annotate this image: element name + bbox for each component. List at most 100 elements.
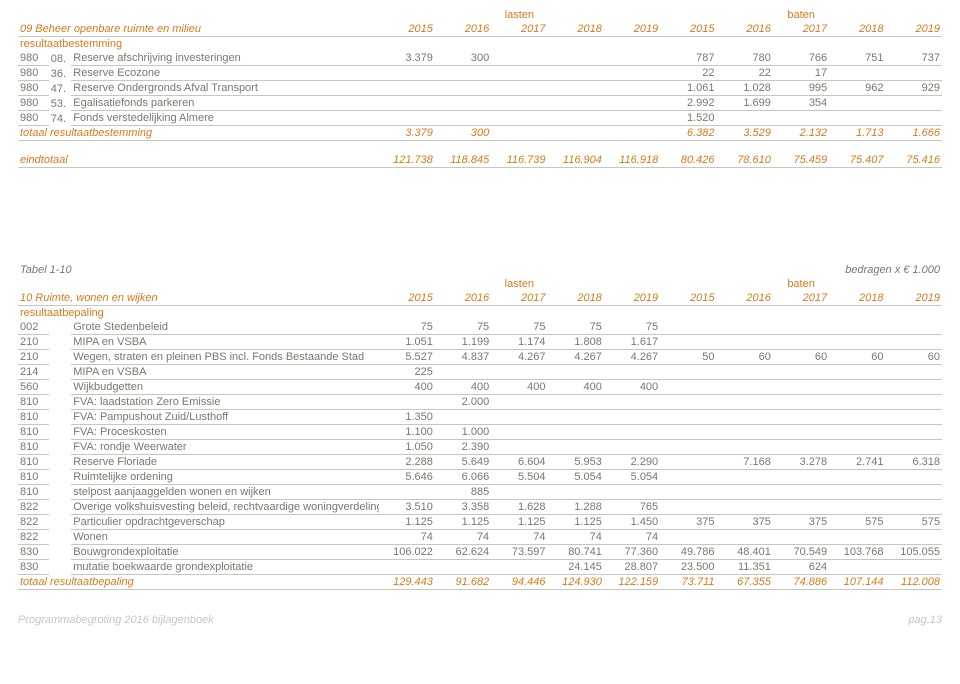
row-value: 60 <box>717 350 773 365</box>
top-title: 09 Beheer openbare ruimte en milieu <box>18 22 379 37</box>
row-value <box>491 440 547 455</box>
row-value: 75 <box>435 320 491 335</box>
row-value: 787 <box>660 51 716 66</box>
row-value <box>773 470 829 485</box>
row-value: 6.066 <box>435 470 491 485</box>
row-value: 4.837 <box>435 350 491 365</box>
row-value: 995 <box>773 81 829 96</box>
row-label: Reserve Ondergronds Afval Transport <box>71 81 378 96</box>
row-value <box>885 365 942 380</box>
row-value: 11.351 <box>717 560 773 575</box>
row-value <box>604 111 660 126</box>
row-value: 1.050 <box>379 440 435 455</box>
row-value <box>604 440 660 455</box>
row-value: 737 <box>886 51 943 66</box>
row-code: 810 <box>18 395 49 410</box>
row-value <box>773 335 829 350</box>
row-value: 751 <box>829 51 885 66</box>
row-value: 73.597 <box>491 545 547 560</box>
table-row: 830mutatie boekwaarde grondexploitatie24… <box>18 560 942 575</box>
row-value <box>435 111 491 126</box>
row-value <box>548 485 604 500</box>
row-value <box>491 51 547 66</box>
header-baten: baten <box>660 8 942 22</box>
row-code: 830 <box>18 560 49 575</box>
page-footer: Programmabegroting 2016 bijlagenboek pag… <box>18 614 942 626</box>
row-value <box>491 81 547 96</box>
row-value: 375 <box>660 515 716 530</box>
row-value <box>491 96 547 111</box>
superheader-row: lasten baten <box>18 8 942 22</box>
row-value: 1.061 <box>660 81 716 96</box>
table-row: 810Reserve Floriade2.2885.6496.6045.9532… <box>18 455 942 470</box>
table-row: 810stelpost aanjaaggelden wonen en wijke… <box>18 485 942 500</box>
row-label: Grote Stedenbeleid <box>71 320 378 335</box>
row-value <box>604 395 660 410</box>
row-value <box>773 380 829 395</box>
row-value: 60 <box>885 350 942 365</box>
row-value: 1.125 <box>548 515 604 530</box>
row-value <box>885 485 942 500</box>
row-value <box>829 560 885 575</box>
row-value: 400 <box>548 380 604 395</box>
row-value: 49.786 <box>660 545 716 560</box>
table-row: 560Wijkbudgetten400400400400400 <box>18 380 942 395</box>
row-value: 780 <box>717 51 773 66</box>
row-value: 1.628 <box>491 500 547 515</box>
top-section: resultaatbestemming <box>18 37 942 52</box>
row-value <box>886 111 943 126</box>
table-top: lasten baten 09 Beheer openbare ruimte e… <box>18 8 942 168</box>
row-value <box>660 335 716 350</box>
row-value: 5.527 <box>379 350 435 365</box>
title-row-top: 09 Beheer openbare ruimte en milieu 2015… <box>18 22 942 37</box>
row-value <box>660 440 716 455</box>
row-code: 214 <box>18 365 49 380</box>
row-code: 210 <box>18 335 49 350</box>
row-label: Particulier opdrachtgeverschap <box>71 515 378 530</box>
bottom-section: resultaatbepaling <box>18 306 942 321</box>
row-value: 6.604 <box>491 455 547 470</box>
table-row: 98047.Reserve Ondergronds Afval Transpor… <box>18 81 942 96</box>
row-value: 624 <box>773 560 829 575</box>
row-value: 7.168 <box>717 455 773 470</box>
eindtotaal-label: eindtotaal <box>18 153 379 168</box>
row-value: 1.125 <box>379 515 435 530</box>
row-value <box>548 96 604 111</box>
row-code: 980 <box>18 51 49 66</box>
row-value <box>717 335 773 350</box>
row-code: 822 <box>18 500 49 515</box>
row-label: stelpost aanjaaggelden wonen en wijken <box>71 485 378 500</box>
row-sub: 53. <box>49 96 72 111</box>
row-value: 5.649 <box>435 455 491 470</box>
row-value <box>491 485 547 500</box>
row-value: 962 <box>829 81 885 96</box>
row-value <box>773 395 829 410</box>
row-value: 106.022 <box>379 545 435 560</box>
row-value: 3.510 <box>379 500 435 515</box>
row-value <box>717 320 773 335</box>
row-value <box>548 365 604 380</box>
row-sub <box>49 425 72 440</box>
table-row: 210Wegen, straten en pleinen PBS incl. F… <box>18 350 942 365</box>
row-value: 1.051 <box>379 335 435 350</box>
row-value <box>548 395 604 410</box>
row-value <box>379 96 435 111</box>
row-value <box>885 335 942 350</box>
row-value <box>660 485 716 500</box>
row-value <box>717 410 773 425</box>
row-value <box>548 425 604 440</box>
row-value <box>379 81 435 96</box>
row-value: 74 <box>491 530 547 545</box>
row-value: 23.500 <box>660 560 716 575</box>
table-row: 210MIPA en VSBA1.0511.1991.1741.8081.617 <box>18 335 942 350</box>
table-row: 810Ruimtelijke ordening5.6466.0665.5045.… <box>18 470 942 485</box>
table-row: 822Overige volkshuisvesting beleid, rech… <box>18 500 942 515</box>
row-sub <box>49 350 72 365</box>
row-value <box>379 66 435 81</box>
row-value: 575 <box>885 515 942 530</box>
row-value <box>885 410 942 425</box>
row-label: Reserve afschrijving investeringen <box>71 51 378 66</box>
row-value: 5.504 <box>491 470 547 485</box>
row-value: 77.360 <box>604 545 660 560</box>
table-row: 822Particulier opdrachtgeverschap1.1251.… <box>18 515 942 530</box>
